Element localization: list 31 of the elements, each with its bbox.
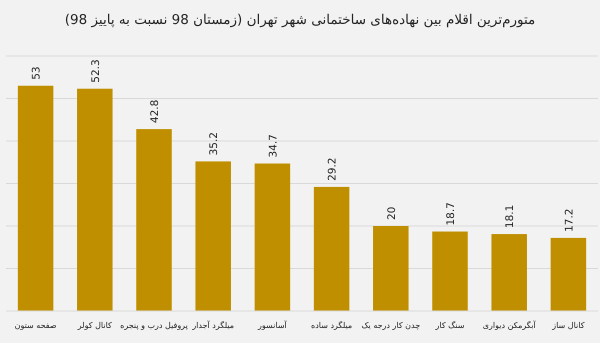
x-tick-label: میلگرد آجدار	[191, 320, 234, 330]
data-label: 52.3	[90, 59, 102, 83]
data-label: 18.7	[445, 202, 457, 226]
data-label: 34.7	[267, 134, 280, 158]
data-label: 17.2	[563, 208, 576, 232]
data-label: 20	[386, 206, 398, 220]
bar	[550, 238, 586, 311]
bar	[18, 86, 54, 311]
data-label: 18.1	[504, 204, 516, 228]
x-tick-label: صفحه ستون	[14, 321, 57, 330]
bar	[373, 226, 409, 311]
chart-title: متورم‌ترین اقلام بین نهاده‌های ساختمانی شهر تهران (زمستان 98 نسبت به پاییز 98)	[64, 12, 536, 28]
x-tick-label: میلگرد ساده	[311, 320, 352, 330]
x-tick-label: آسانسور	[257, 320, 288, 330]
x-tick-label: چدن کار درجه یک	[361, 321, 420, 330]
bar	[432, 232, 468, 311]
bar	[195, 161, 231, 311]
data-label: 29.2	[326, 158, 339, 181]
bar	[77, 88, 113, 311]
x-tick-label: کانال کولر	[76, 321, 112, 330]
data-label: 42.8	[149, 100, 161, 124]
data-label: 53	[30, 66, 43, 80]
x-tick-label: پروفیل درب و پنجره	[120, 321, 188, 330]
x-tick-label: کانال ساز	[551, 321, 585, 330]
bar	[254, 164, 290, 311]
bar	[491, 234, 527, 311]
x-tick-label: آبگرمکن دیواری	[482, 320, 536, 330]
bar	[314, 186, 350, 311]
bar	[136, 129, 172, 311]
x-tick-label: سنگ کار	[434, 320, 465, 330]
data-label: 35.2	[208, 132, 220, 156]
